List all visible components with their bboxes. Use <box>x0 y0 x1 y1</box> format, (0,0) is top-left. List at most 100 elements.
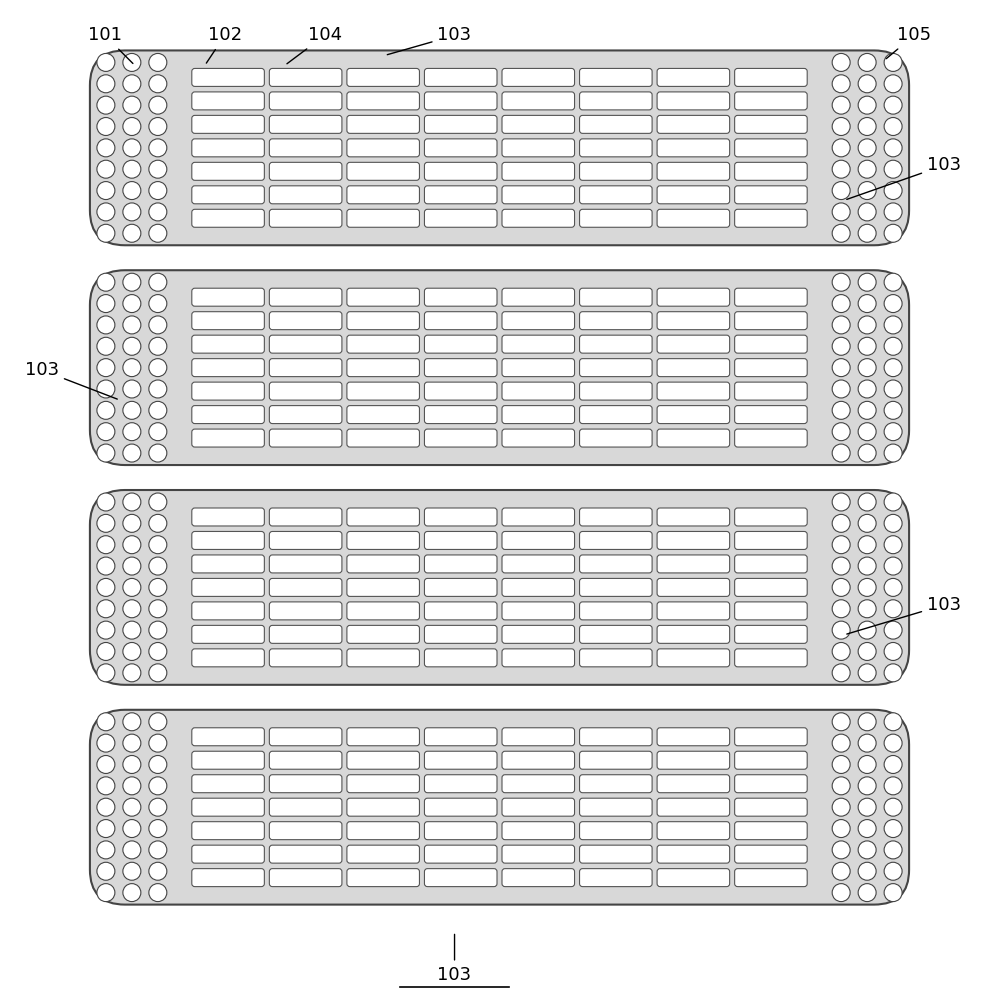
Circle shape <box>123 380 141 398</box>
FancyBboxPatch shape <box>347 869 420 887</box>
FancyBboxPatch shape <box>425 335 497 353</box>
Circle shape <box>97 273 115 291</box>
Circle shape <box>884 642 902 660</box>
Circle shape <box>858 118 876 135</box>
Circle shape <box>149 295 167 313</box>
FancyBboxPatch shape <box>347 92 420 110</box>
FancyBboxPatch shape <box>579 649 652 667</box>
Text: 102: 102 <box>207 26 242 63</box>
Circle shape <box>149 798 167 816</box>
FancyBboxPatch shape <box>347 845 420 863</box>
Circle shape <box>858 182 876 200</box>
Circle shape <box>149 536 167 554</box>
Circle shape <box>97 118 115 135</box>
FancyBboxPatch shape <box>270 775 342 793</box>
FancyBboxPatch shape <box>347 555 420 573</box>
FancyBboxPatch shape <box>734 406 807 424</box>
FancyBboxPatch shape <box>270 555 342 573</box>
Circle shape <box>884 53 902 71</box>
Circle shape <box>149 884 167 902</box>
Circle shape <box>884 493 902 511</box>
Text: 103: 103 <box>847 596 961 634</box>
Circle shape <box>884 536 902 554</box>
Circle shape <box>97 160 115 178</box>
FancyBboxPatch shape <box>425 312 497 330</box>
FancyBboxPatch shape <box>425 775 497 793</box>
Circle shape <box>123 139 141 157</box>
FancyBboxPatch shape <box>734 775 807 793</box>
FancyBboxPatch shape <box>90 710 909 905</box>
FancyBboxPatch shape <box>501 578 574 596</box>
Circle shape <box>858 224 876 242</box>
Circle shape <box>149 557 167 575</box>
FancyBboxPatch shape <box>347 312 420 330</box>
Circle shape <box>97 53 115 71</box>
Circle shape <box>123 820 141 838</box>
FancyBboxPatch shape <box>657 382 729 400</box>
Circle shape <box>858 642 876 660</box>
Circle shape <box>884 755 902 773</box>
FancyBboxPatch shape <box>347 429 420 447</box>
Circle shape <box>123 664 141 682</box>
FancyBboxPatch shape <box>425 555 497 573</box>
FancyBboxPatch shape <box>270 162 342 180</box>
Circle shape <box>884 401 902 419</box>
FancyBboxPatch shape <box>192 68 265 86</box>
Circle shape <box>149 820 167 838</box>
Circle shape <box>858 273 876 291</box>
Circle shape <box>123 621 141 639</box>
Circle shape <box>832 295 850 313</box>
FancyBboxPatch shape <box>579 728 652 746</box>
Circle shape <box>123 713 141 731</box>
Circle shape <box>149 359 167 377</box>
Circle shape <box>149 841 167 859</box>
Circle shape <box>858 664 876 682</box>
Circle shape <box>97 423 115 441</box>
Circle shape <box>858 798 876 816</box>
Circle shape <box>97 777 115 795</box>
FancyBboxPatch shape <box>90 50 909 245</box>
Circle shape <box>884 841 902 859</box>
FancyBboxPatch shape <box>579 578 652 596</box>
FancyBboxPatch shape <box>347 359 420 377</box>
Circle shape <box>97 798 115 816</box>
Text: 104: 104 <box>287 26 342 64</box>
FancyBboxPatch shape <box>425 751 497 769</box>
Circle shape <box>149 493 167 511</box>
Circle shape <box>149 777 167 795</box>
Circle shape <box>884 380 902 398</box>
FancyBboxPatch shape <box>657 312 729 330</box>
FancyBboxPatch shape <box>657 845 729 863</box>
FancyBboxPatch shape <box>425 162 497 180</box>
Circle shape <box>884 359 902 377</box>
FancyBboxPatch shape <box>425 531 497 549</box>
Circle shape <box>858 557 876 575</box>
Circle shape <box>97 557 115 575</box>
FancyBboxPatch shape <box>192 845 265 863</box>
FancyBboxPatch shape <box>657 775 729 793</box>
Circle shape <box>123 182 141 200</box>
Circle shape <box>884 337 902 355</box>
FancyBboxPatch shape <box>347 335 420 353</box>
Circle shape <box>832 53 850 71</box>
FancyBboxPatch shape <box>657 649 729 667</box>
FancyBboxPatch shape <box>270 869 342 887</box>
Circle shape <box>858 777 876 795</box>
FancyBboxPatch shape <box>579 531 652 549</box>
Text: 103: 103 <box>847 156 961 199</box>
Circle shape <box>832 423 850 441</box>
FancyBboxPatch shape <box>347 508 420 526</box>
Circle shape <box>97 514 115 532</box>
FancyBboxPatch shape <box>347 751 420 769</box>
Circle shape <box>858 53 876 71</box>
Circle shape <box>832 337 850 355</box>
Circle shape <box>123 75 141 93</box>
Circle shape <box>123 755 141 773</box>
FancyBboxPatch shape <box>270 359 342 377</box>
Circle shape <box>97 578 115 596</box>
FancyBboxPatch shape <box>579 115 652 133</box>
FancyBboxPatch shape <box>579 751 652 769</box>
Circle shape <box>97 75 115 93</box>
Circle shape <box>884 75 902 93</box>
FancyBboxPatch shape <box>347 162 420 180</box>
